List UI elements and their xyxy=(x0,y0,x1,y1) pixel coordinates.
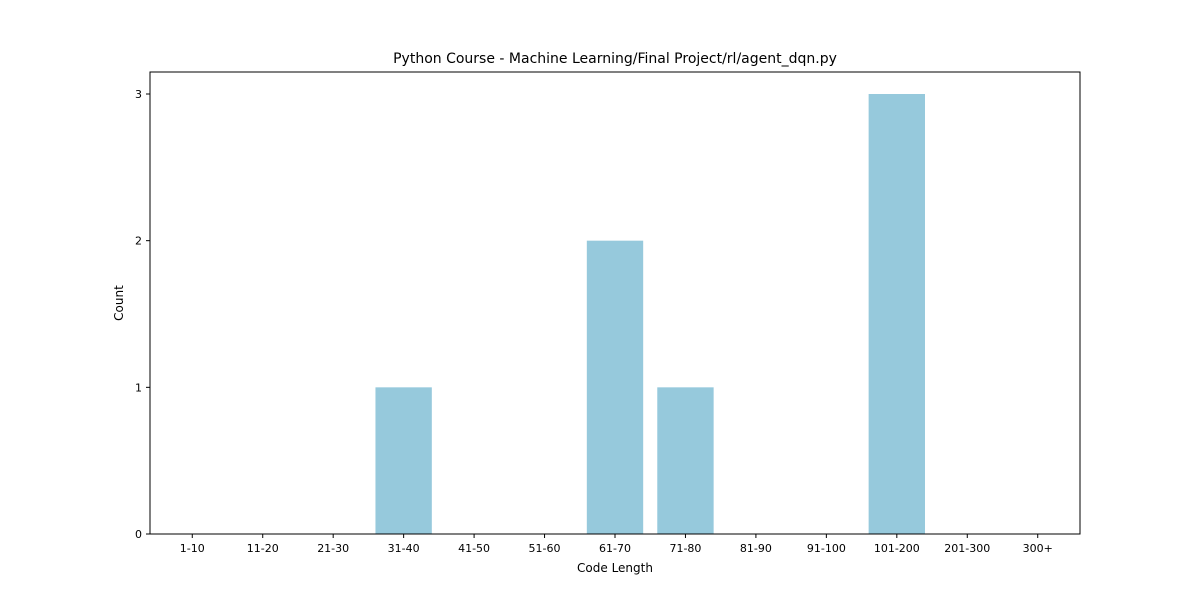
x-tick-label: 201-300 xyxy=(944,542,990,555)
bar-101-200 xyxy=(868,94,925,534)
x-tick-label: 101-200 xyxy=(874,542,920,555)
x-axis-ticks: 1-10 11-20 21-30 31-40 41-50 51-60 61-70 71-80 8… xyxy=(180,534,1053,555)
x-axis-label: Code Length xyxy=(577,561,653,575)
x-tick-label: 61-70 xyxy=(599,542,631,555)
x-tick-label: 21-30 xyxy=(317,542,349,555)
x-tick-label: 91-100 xyxy=(807,542,846,555)
x-tick-label: 11-20 xyxy=(247,542,279,555)
y-axis-ticks: 0 1 2 3 xyxy=(135,88,150,541)
x-tick-label: 71-80 xyxy=(669,542,701,555)
y-axis-label: Count xyxy=(112,285,126,321)
y-tick-label: 2 xyxy=(135,235,142,248)
x-tick-label: 31-40 xyxy=(388,542,420,555)
y-tick-label: 3 xyxy=(135,88,142,101)
y-tick-label: 1 xyxy=(135,381,142,394)
bars-group xyxy=(375,94,925,534)
y-tick-label: 0 xyxy=(135,528,142,541)
bar-61-70 xyxy=(586,240,644,534)
x-tick-label: 1-10 xyxy=(180,542,205,555)
bar-31-40 xyxy=(375,387,432,534)
x-tick-label: 300+ xyxy=(1023,542,1053,555)
x-tick-label: 41-50 xyxy=(458,542,490,555)
chart-title: Python Course - Machine Learning/Final P… xyxy=(393,51,837,67)
x-tick-label: 51-60 xyxy=(529,542,561,555)
bar-71-80 xyxy=(657,387,714,534)
x-tick-label: 81-90 xyxy=(740,542,772,555)
